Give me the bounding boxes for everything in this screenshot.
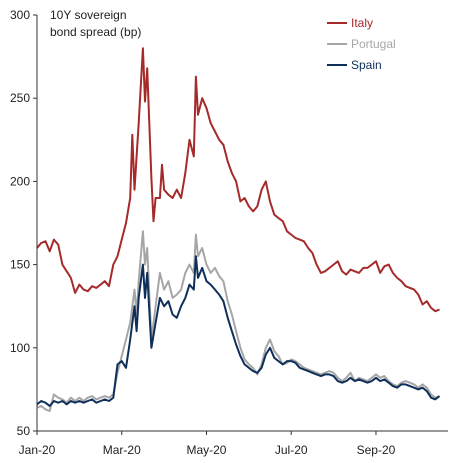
x-tick-label: Sep-20 xyxy=(357,443,396,457)
legend: Italy Portugal Spain xyxy=(327,16,396,72)
chart-title-line-1: 10Y sovereign xyxy=(50,8,127,22)
y-axis-ticks: 50 100 150 200 250 300 xyxy=(10,8,37,438)
series-line-spain xyxy=(36,255,441,407)
legend-label-italy: Italy xyxy=(351,16,373,30)
y-tick-label: 250 xyxy=(10,91,30,105)
x-tick-label: Jul-20 xyxy=(275,443,308,457)
y-tick-label: 200 xyxy=(10,174,30,188)
legend-label-portugal: Portugal xyxy=(351,37,396,51)
y-tick-label: 150 xyxy=(10,258,30,272)
chart-title-line-2: bond spread (bp) xyxy=(50,25,141,39)
x-tick-label: May-20 xyxy=(186,443,226,457)
y-tick-label: 50 xyxy=(17,424,31,438)
x-tick-label: Jan-20 xyxy=(19,443,56,457)
series-layer xyxy=(36,47,441,412)
legend-label-spain: Spain xyxy=(351,58,382,72)
y-tick-label: 300 xyxy=(10,8,30,22)
x-axis-ticks: Jan-20 Mar-20 May-20 Jul-20 Sep-20 xyxy=(19,431,396,457)
series-line-italy xyxy=(36,47,440,313)
y-tick-label: 100 xyxy=(10,341,30,355)
series-line-portugal xyxy=(36,230,440,412)
x-tick-label: Mar-20 xyxy=(103,443,141,457)
